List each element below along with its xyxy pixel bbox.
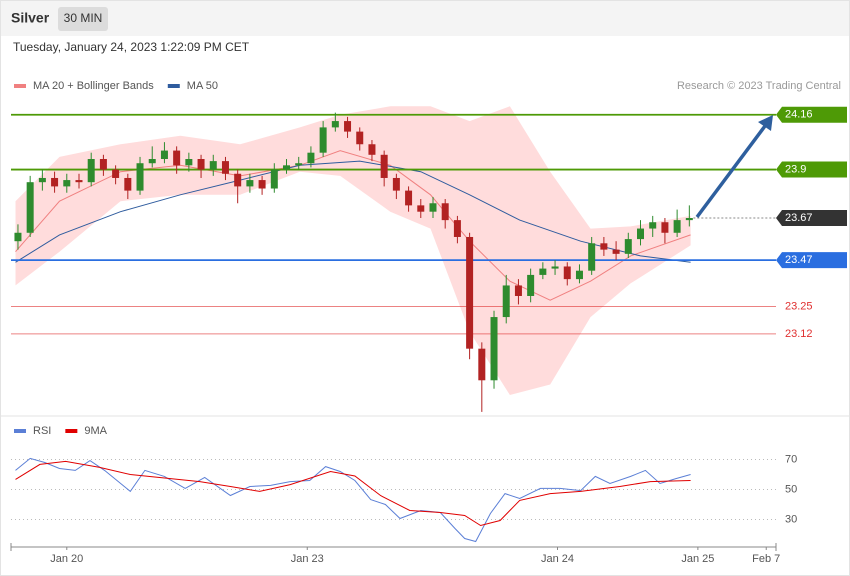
candle-body (185, 159, 193, 166)
header-bar (1, 1, 849, 36)
candle-body (112, 169, 120, 178)
candle-body (649, 222, 657, 229)
candle-body (637, 228, 645, 240)
legend-swatch (14, 84, 26, 88)
level-tag (776, 161, 847, 178)
moving-average (15, 160, 691, 263)
y-tick-label: 50 (785, 483, 797, 495)
instrument-title: Silver (11, 10, 50, 26)
candle-body (319, 127, 327, 153)
candle-body (356, 131, 364, 145)
candle-body (673, 220, 681, 233)
candle-body (551, 266, 559, 269)
candle-body (429, 203, 437, 212)
candle-body (392, 177, 400, 191)
candle-body (661, 222, 669, 233)
candle-body (99, 159, 107, 170)
candle-body (148, 159, 156, 164)
x-tick-label: Jan 25 (681, 553, 714, 565)
timestamp: Tuesday, January 24, 2023 1:22:09 PM CET (13, 40, 250, 54)
candle-body (514, 285, 522, 296)
level-label: 23.12 (785, 328, 813, 340)
bollinger-band (15, 106, 691, 396)
candle-body (527, 274, 535, 296)
x-tick-label: Jan 23 (291, 553, 324, 565)
level-label: 24.16 (785, 109, 813, 121)
candle-body (246, 180, 254, 187)
candle-body (612, 249, 620, 254)
candle-body (270, 169, 278, 189)
indicator-line (15, 460, 691, 527)
candle-body (466, 236, 474, 349)
candle-body (575, 270, 583, 280)
candle-body (63, 180, 71, 187)
candle-body (307, 152, 315, 164)
candle-body (197, 159, 205, 170)
candle-body (380, 154, 388, 178)
candle-body (75, 180, 83, 183)
candle-body (600, 243, 608, 250)
level-label: 23.25 (785, 300, 813, 312)
candle-body (51, 177, 59, 187)
candle-body (441, 203, 449, 221)
candle-body (490, 317, 498, 381)
level-tag (776, 210, 847, 227)
candle-body (502, 285, 510, 318)
candle-body (283, 165, 291, 170)
level-tag (776, 106, 847, 123)
candle-body (344, 121, 352, 132)
candle-body (295, 163, 303, 166)
projection-arrow (695, 124, 767, 219)
candle-body (563, 266, 571, 280)
candle-body (136, 163, 144, 191)
legend-label: RSI (33, 425, 51, 437)
candle-body (209, 161, 217, 170)
level-label: 23.9 (785, 163, 806, 175)
candle-body (539, 268, 547, 275)
candle-body (405, 190, 413, 206)
candle-body (478, 348, 486, 381)
level-label: 23.67 (785, 212, 813, 224)
level-tag (776, 252, 847, 269)
legend-swatch (167, 84, 180, 88)
price-panel: MA 20 + Bollinger Bands MA 50 24.16 23.9 23.… (11, 80, 847, 412)
candle-body (453, 220, 461, 237)
legend-swatch (65, 429, 78, 433)
candle-body (685, 218, 693, 221)
candle-body (234, 173, 242, 187)
level-label: 23.47 (785, 254, 813, 266)
candle-body (331, 121, 339, 128)
candle-body (87, 159, 95, 183)
candle-body (588, 243, 596, 271)
candle-body (258, 180, 266, 189)
candle-body (173, 150, 181, 166)
x-tick-label: Feb 7 (752, 553, 780, 565)
legend-label: MA 50 (187, 80, 218, 92)
y-tick-label: 30 (785, 513, 797, 525)
candle-body (14, 232, 22, 242)
projection-arrow-head (758, 115, 773, 131)
legend-label: MA 20 + Bollinger Bands (33, 80, 154, 92)
legend-swatch (14, 429, 26, 433)
timeframe-badge[interactable] (58, 7, 108, 31)
y-tick-label: 70 (785, 453, 797, 465)
source: Research © 2023 Trading Central (677, 80, 841, 92)
candle-body (624, 239, 632, 254)
legend-label: 9MA (84, 425, 107, 437)
candle-body (38, 177, 46, 183)
candle-body (160, 150, 168, 160)
indicator-line (15, 457, 691, 543)
timeframe[interactable]: 30 MIN (64, 11, 103, 25)
candle-body (417, 205, 425, 212)
candle-body (26, 182, 34, 233)
x-tick-label: Jan 24 (541, 553, 574, 565)
rsi-panel: RSI 9MA 70 50 30 Jan 20 Jan 23 Jan 24 Jan 25 Feb … (10, 425, 797, 565)
x-tick-label: Jan 20 (50, 553, 83, 565)
candle-body (368, 144, 376, 155)
candle-body (124, 177, 132, 191)
candle-body (221, 161, 229, 174)
